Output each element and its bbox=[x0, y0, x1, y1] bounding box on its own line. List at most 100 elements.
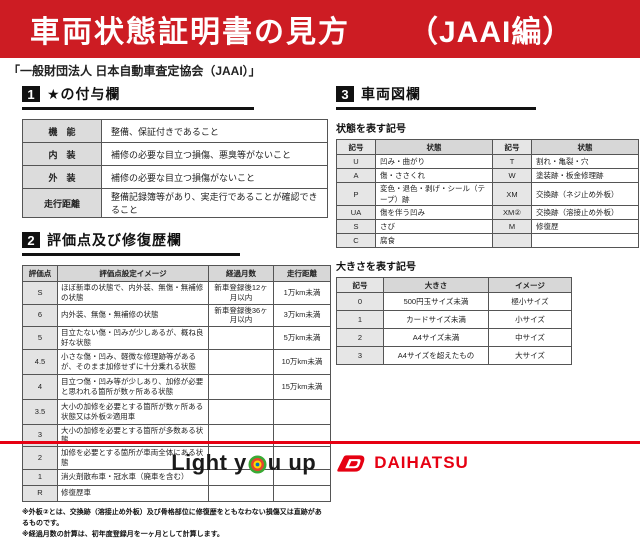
size-cell: 500円玉サイズ未満 bbox=[384, 293, 489, 311]
state-cell: 変色・退色・剥げ・シール（テープ）跡 bbox=[376, 183, 493, 206]
image-cell: 中サイズ bbox=[489, 329, 572, 347]
section3-header: 3 車両図欄 bbox=[336, 84, 536, 110]
table-row: 4.5 小さな傷・凹み、軽微な修理跡等があるが、そのまま加修せずに十分乗れる状態… bbox=[23, 349, 331, 374]
slogan-text: u up bbox=[268, 450, 316, 476]
state-cell: 塗装跡・板金修理跡 bbox=[532, 169, 639, 183]
column-header: 状態 bbox=[532, 140, 639, 155]
desc-cell: 内外装、無傷・無補修の状態 bbox=[58, 304, 209, 327]
criteria-desc: 補修の必要な目立つ損傷がないこと bbox=[102, 166, 328, 189]
score-cell: S bbox=[23, 282, 58, 305]
state-cell: 傷を伴う凹み bbox=[376, 206, 493, 220]
image-cell: 大サイズ bbox=[489, 347, 572, 365]
symbol-cell: M bbox=[493, 220, 532, 234]
mileage-cell bbox=[274, 485, 331, 501]
state-cell: 交換跡（溶接止め外板） bbox=[532, 206, 639, 220]
symbol-cell: T bbox=[493, 155, 532, 169]
table-row: 3 A4サイズを超えたもの 大サイズ bbox=[337, 347, 572, 365]
mileage-cell: 1万km未満 bbox=[274, 282, 331, 305]
condition-symbols-table: 記号 状態 記号 状態 U 凹み・曲がり T 割れ・亀裂・穴 A 傷・ささくれ … bbox=[336, 139, 639, 248]
months-cell bbox=[209, 485, 274, 501]
footnote-line: ※経過月数の計算は、初年度登録月を一ヶ月として計算します。 bbox=[22, 529, 328, 540]
criteria-label: 機 能 bbox=[23, 120, 102, 143]
footer-divider bbox=[0, 441, 640, 444]
table-row: 走行距離 整備記録簿等があり、実走行であることが確認できること bbox=[23, 189, 328, 218]
organization-subtitle: 「一般財団法人 日本自動車査定協会（JAAI）」 bbox=[8, 62, 261, 79]
condition-symbols-label: 状態を表す記号 bbox=[336, 120, 632, 135]
column-header: 経過月数 bbox=[209, 266, 274, 282]
footer: Light y u up DAIHATSU bbox=[0, 447, 640, 479]
symbol-cell: 3 bbox=[337, 347, 384, 365]
table-row: UA 傷を伴う凹み XM② 交換跡（溶接止め外板） bbox=[337, 206, 639, 220]
table-row: 0 500円玉サイズ未満 極小サイズ bbox=[337, 293, 572, 311]
section2-number-badge: 2 bbox=[22, 232, 40, 248]
column-header: 記号 bbox=[337, 140, 376, 155]
right-column: 3 車両図欄 状態を表す記号 記号 状態 記号 状態 U 凹み・曲がり T 割れ… bbox=[336, 84, 632, 365]
symbol-cell: P bbox=[337, 183, 376, 206]
symbol-cell: XM② bbox=[493, 206, 532, 220]
months-cell bbox=[209, 374, 274, 399]
table-row: 内 装 補修の必要な目立つ損傷、悪臭等がないこと bbox=[23, 143, 328, 166]
daihatsu-mark-icon bbox=[336, 453, 366, 474]
months-cell: 新車登録後12ヶ月以内 bbox=[209, 282, 274, 305]
symbol-cell: U bbox=[337, 155, 376, 169]
state-cell: 修復歴 bbox=[532, 220, 639, 234]
table-row: 3.5 大小の加修を必要とする箇所が数ヶ所ある状態又は外板②適用車 bbox=[23, 399, 331, 424]
score-cell: 4 bbox=[23, 374, 58, 399]
size-symbols-label: 大きさを表す記号 bbox=[336, 258, 632, 273]
symbol-cell: 2 bbox=[337, 329, 384, 347]
column-header: 記号 bbox=[493, 140, 532, 155]
page-title: 車両状態証明書の見方 bbox=[30, 7, 350, 51]
score-cell: R bbox=[23, 485, 58, 501]
months-cell: 新車登録後36ヶ月以内 bbox=[209, 304, 274, 327]
column-header: 評価点設定イメージ bbox=[58, 266, 209, 282]
score-cell: 5 bbox=[23, 327, 58, 350]
table-header-row: 評価点 評価点設定イメージ 経過月数 走行距離 bbox=[23, 266, 331, 282]
table-row: 4 目立つ傷・凹み等が少しあり、加修が必要と思われる箇所が数ヶ所ある状態 15万… bbox=[23, 374, 331, 399]
symbol-cell: C bbox=[337, 234, 376, 248]
state-cell bbox=[532, 234, 639, 248]
desc-cell: 目立つ傷・凹み等が少しあり、加修が必要と思われる箇所が数ヶ所ある状態 bbox=[58, 374, 209, 399]
section1-number-badge: 1 bbox=[22, 86, 40, 102]
section3-number-badge: 3 bbox=[336, 86, 354, 102]
desc-cell: 目立たない傷・凹みが少しあるが、概ね良好な状態 bbox=[58, 327, 209, 350]
daihatsu-logo-group: DAIHATSU bbox=[336, 453, 469, 474]
table-row: R 修復歴車 bbox=[23, 485, 331, 501]
mileage-cell: 3万km未満 bbox=[274, 304, 331, 327]
score-cell: 6 bbox=[23, 304, 58, 327]
criteria-label: 走行距離 bbox=[23, 189, 102, 218]
table-header-row: 記号 大きさ イメージ bbox=[337, 278, 572, 293]
page-header: 車両状態証明書の見方 （JAAI編） bbox=[0, 0, 640, 58]
column-header: 状態 bbox=[376, 140, 493, 155]
section2-header: 2 評価点及び修復歴欄 bbox=[22, 230, 240, 256]
table-header-row: 記号 状態 記号 状態 bbox=[337, 140, 639, 155]
table-row: 5 目立たない傷・凹みが少しあるが、概ね良好な状態 5万km未満 bbox=[23, 327, 331, 350]
table-row: 1 カードサイズ未満 小サイズ bbox=[337, 311, 572, 329]
star-criteria-table: 機 能 整備、保証付きであること 内 装 補修の必要な目立つ損傷、悪臭等がないこ… bbox=[22, 119, 328, 218]
table-row: C 腐食 bbox=[337, 234, 639, 248]
footnote-line: ※外板②とは、交換跡（溶接止め外板）及び骨格部位に修復歴をともなわない損傷又は直… bbox=[22, 507, 328, 529]
size-symbols-table: 記号 大きさ イメージ 0 500円玉サイズ未満 極小サイズ 1 カードサイズ未… bbox=[336, 277, 572, 365]
table-row: 2 A4サイズ未満 中サイズ bbox=[337, 329, 572, 347]
state-cell: 凹み・曲がり bbox=[376, 155, 493, 169]
mileage-cell: 15万km未満 bbox=[274, 374, 331, 399]
criteria-desc: 補修の必要な目立つ損傷、悪臭等がないこと bbox=[102, 143, 328, 166]
symbol-cell: XM bbox=[493, 183, 532, 206]
image-cell: 小サイズ bbox=[489, 311, 572, 329]
criteria-label: 内 装 bbox=[23, 143, 102, 166]
column-header: 走行距離 bbox=[274, 266, 331, 282]
table-row: A 傷・ささくれ W 塗装跡・板金修理跡 bbox=[337, 169, 639, 183]
months-cell bbox=[209, 399, 274, 424]
column-header: 評価点 bbox=[23, 266, 58, 282]
state-cell: 交換跡（ネジ止め外板） bbox=[532, 183, 639, 206]
criteria-desc: 整備、保証付きであること bbox=[102, 120, 328, 143]
page-title-edition: （JAAI編） bbox=[408, 7, 573, 51]
mileage-cell bbox=[274, 399, 331, 424]
desc-cell: ほぼ新車の状態で、内外装、無傷・無補修の状態 bbox=[58, 282, 209, 305]
slogan-text: Light y bbox=[171, 450, 247, 476]
months-cell bbox=[209, 327, 274, 350]
criteria-label: 外 装 bbox=[23, 166, 102, 189]
footnotes: ※外板②とは、交換跡（溶接止め外板）及び骨格部位に修復歴をともなわない損傷又は直… bbox=[22, 507, 328, 540]
desc-cell: 修復歴車 bbox=[58, 485, 209, 501]
mileage-cell: 5万km未満 bbox=[274, 327, 331, 350]
table-row: 外 装 補修の必要な目立つ損傷がないこと bbox=[23, 166, 328, 189]
